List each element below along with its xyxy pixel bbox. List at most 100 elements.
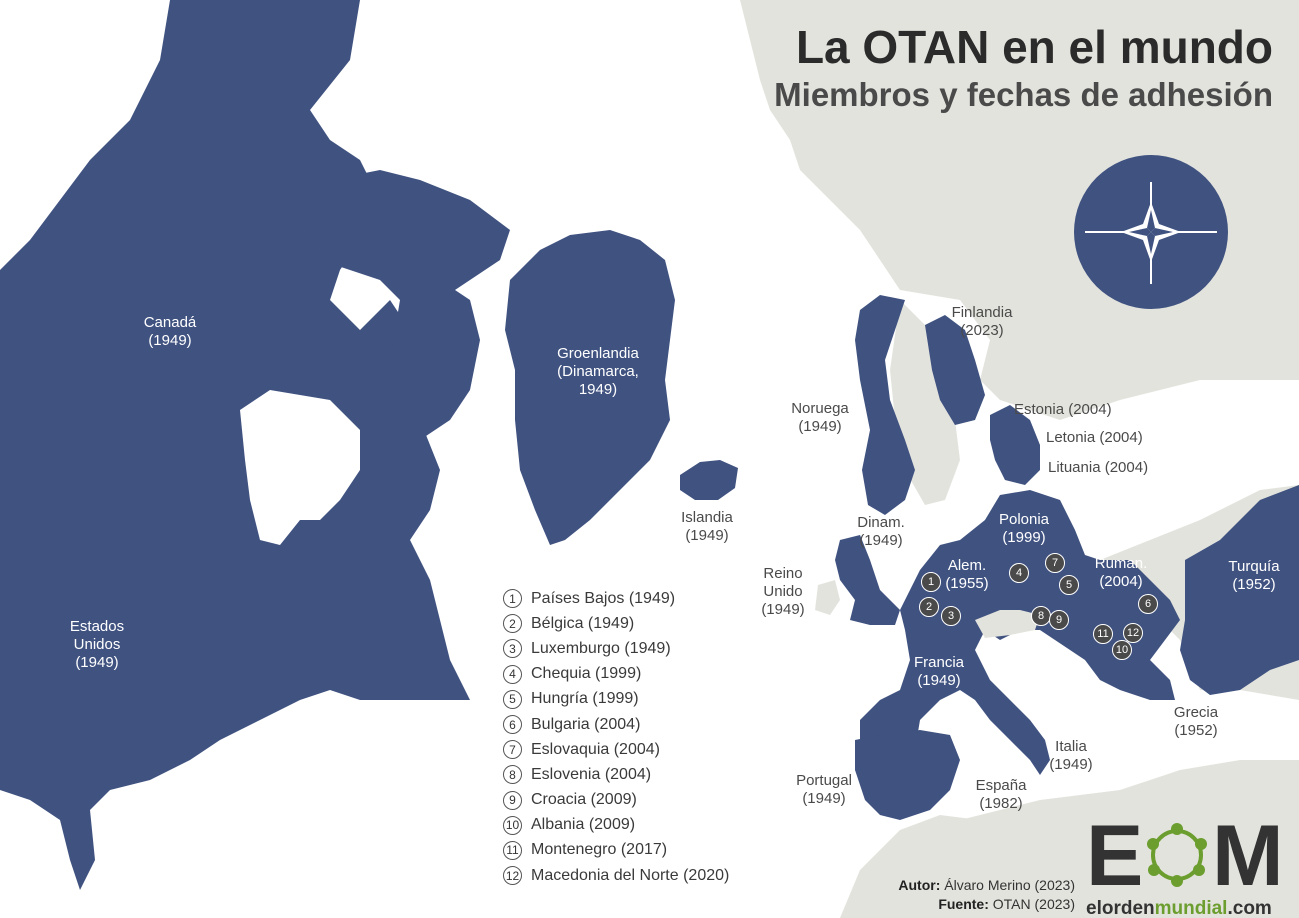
label-latvia: Letonia (2004) <box>1046 429 1143 446</box>
legend-label: Chequia (1999) <box>531 665 642 683</box>
badge-8: 8 <box>1031 606 1051 626</box>
source-label: Fuente: <box>938 896 989 912</box>
member-baffin <box>390 280 480 440</box>
legend-label: Bélgica (1949) <box>531 614 635 632</box>
globe-network-icon <box>1147 823 1207 887</box>
non-member-alps <box>975 610 1040 638</box>
legend-item: 9 Croacia (2009) <box>503 788 729 813</box>
legend-number: 10 <box>503 815 522 835</box>
badge-3: 3 <box>941 606 961 626</box>
member-north-america <box>0 0 470 890</box>
author-line: Autor: Álvaro Merino (2023) <box>898 876 1075 895</box>
legend: 1 Países Bajos (1949) 2 Bélgica (1949) 3 Lu… <box>503 586 729 888</box>
non-member-ireland <box>815 580 840 615</box>
legend-item: 4 Chequia (1999) <box>503 662 729 687</box>
label-norway: Noruega (1949) <box>791 400 849 435</box>
legend-number: 7 <box>503 740 522 760</box>
legend-number: 12 <box>503 866 522 886</box>
label-italy: Italia (1949) <box>1049 738 1093 773</box>
legend-item: 7 Eslovaquia (2004) <box>503 737 729 762</box>
label-denmark: Dinam. (1949) <box>857 514 905 549</box>
site-part2: mundial <box>1154 898 1228 918</box>
legend-label: Luxemburgo (1949) <box>531 639 671 657</box>
legend-number: 6 <box>503 715 522 735</box>
legend-item: 6 Bulgaria (2004) <box>503 712 729 737</box>
map-title: La OTAN en el mundo <box>795 21 1273 73</box>
label-uk: Reino Unido (1949) <box>761 565 805 618</box>
badge-10: 10 <box>1112 640 1132 660</box>
label-france: Francia (1949) <box>913 654 965 689</box>
badge-7: 7 <box>1045 553 1065 573</box>
legend-item: 11 Montenegro (2017) <box>503 838 729 863</box>
eom-logo: E M elordenmundial.com <box>1086 808 1286 918</box>
member-uk <box>835 535 900 625</box>
label-portugal: Portugal (1949) <box>796 772 852 807</box>
source-line: Fuente: OTAN (2023) <box>898 895 1075 914</box>
member-baltics <box>990 405 1040 485</box>
label-greece: Grecia (1952) <box>1173 704 1219 739</box>
label-germany: Alem. (1955) <box>945 557 989 592</box>
credits: Autor: Álvaro Merino (2023) Fuente: OTAN… <box>898 876 1075 914</box>
label-usa: Estados Unidos (1949) <box>69 618 125 671</box>
legend-label: Hungría (1999) <box>531 690 639 708</box>
legend-item: 8 Eslovenia (2004) <box>503 762 729 787</box>
badge-9: 9 <box>1049 610 1069 630</box>
label-lithuania: Lituania (2004) <box>1048 459 1149 476</box>
legend-label: Bulgaria (2004) <box>531 715 641 733</box>
legend-label: Países Bajos (1949) <box>531 589 676 607</box>
label-poland: Polonia (1999) <box>998 511 1050 546</box>
eom-logo-letters: E M <box>1086 808 1286 904</box>
badge-12: 12 <box>1123 623 1143 643</box>
legend-label: Montenegro (2017) <box>531 841 668 859</box>
label-greenland: Groenlandia (Dinamarca, 1949) <box>557 345 639 398</box>
badge-11: 11 <box>1093 624 1113 644</box>
legend-number: 4 <box>503 664 522 684</box>
legend-label: Croacia (2009) <box>531 791 637 809</box>
label-spain: España (1982) <box>975 777 1027 812</box>
member-greenland <box>505 230 675 545</box>
legend-number: 1 <box>503 589 522 609</box>
site-part3: .com <box>1227 898 1272 918</box>
badge-4: 4 <box>1009 563 1029 583</box>
non-member-svalbard <box>825 130 880 190</box>
badge-6: 6 <box>1138 594 1158 614</box>
label-turkey: Turquía (1952) <box>1228 558 1280 593</box>
hudson-bay <box>240 390 360 545</box>
legend-label: Macedonia del Norte (2020) <box>531 866 730 884</box>
legend-label: Eslovaquia (2004) <box>531 740 660 758</box>
legend-label: Eslovenia (2004) <box>531 765 652 783</box>
member-iceland <box>680 460 738 500</box>
member-continental-europe <box>860 490 1180 775</box>
label-finland: Finlandia (2023) <box>951 304 1013 339</box>
label-estonia: Estonia (2004) <box>1014 401 1112 418</box>
legend-label: Albania (2009) <box>531 816 636 834</box>
legend-number: 8 <box>503 765 522 785</box>
legend-number: 3 <box>503 639 522 659</box>
badge-5: 5 <box>1059 575 1079 595</box>
legend-number: 11 <box>503 840 522 860</box>
label-canada: Canadá (1949) <box>143 314 197 349</box>
map-subtitle: Miembros y fechas de adhesión <box>774 76 1273 113</box>
author-name: Álvaro Merino (2023) <box>944 877 1075 893</box>
member-arctic-islands <box>300 170 510 320</box>
member-turkey <box>1180 485 1299 695</box>
badge-2: 2 <box>919 597 939 617</box>
label-iceland: Islandia (1949) <box>681 509 733 544</box>
legend-item: 5 Hungría (1999) <box>503 687 729 712</box>
eom-site: elordenmundial.com <box>1086 898 1286 918</box>
legend-number: 2 <box>503 614 522 634</box>
member-iberia <box>855 730 960 820</box>
legend-item: 2 Bélgica (1949) <box>503 611 729 636</box>
badge-1: 1 <box>921 572 941 592</box>
author-label: Autor: <box>898 877 941 893</box>
non-member-north-africa <box>840 770 1299 918</box>
legend-item: 1 Países Bajos (1949) <box>503 586 729 611</box>
member-finland <box>925 315 985 425</box>
nato-emblem <box>1074 155 1228 309</box>
logo-letter-e: E <box>1086 808 1143 904</box>
legend-number: 5 <box>503 689 522 709</box>
source-name: OTAN (2023) <box>992 896 1075 912</box>
legend-number: 9 <box>503 790 522 810</box>
